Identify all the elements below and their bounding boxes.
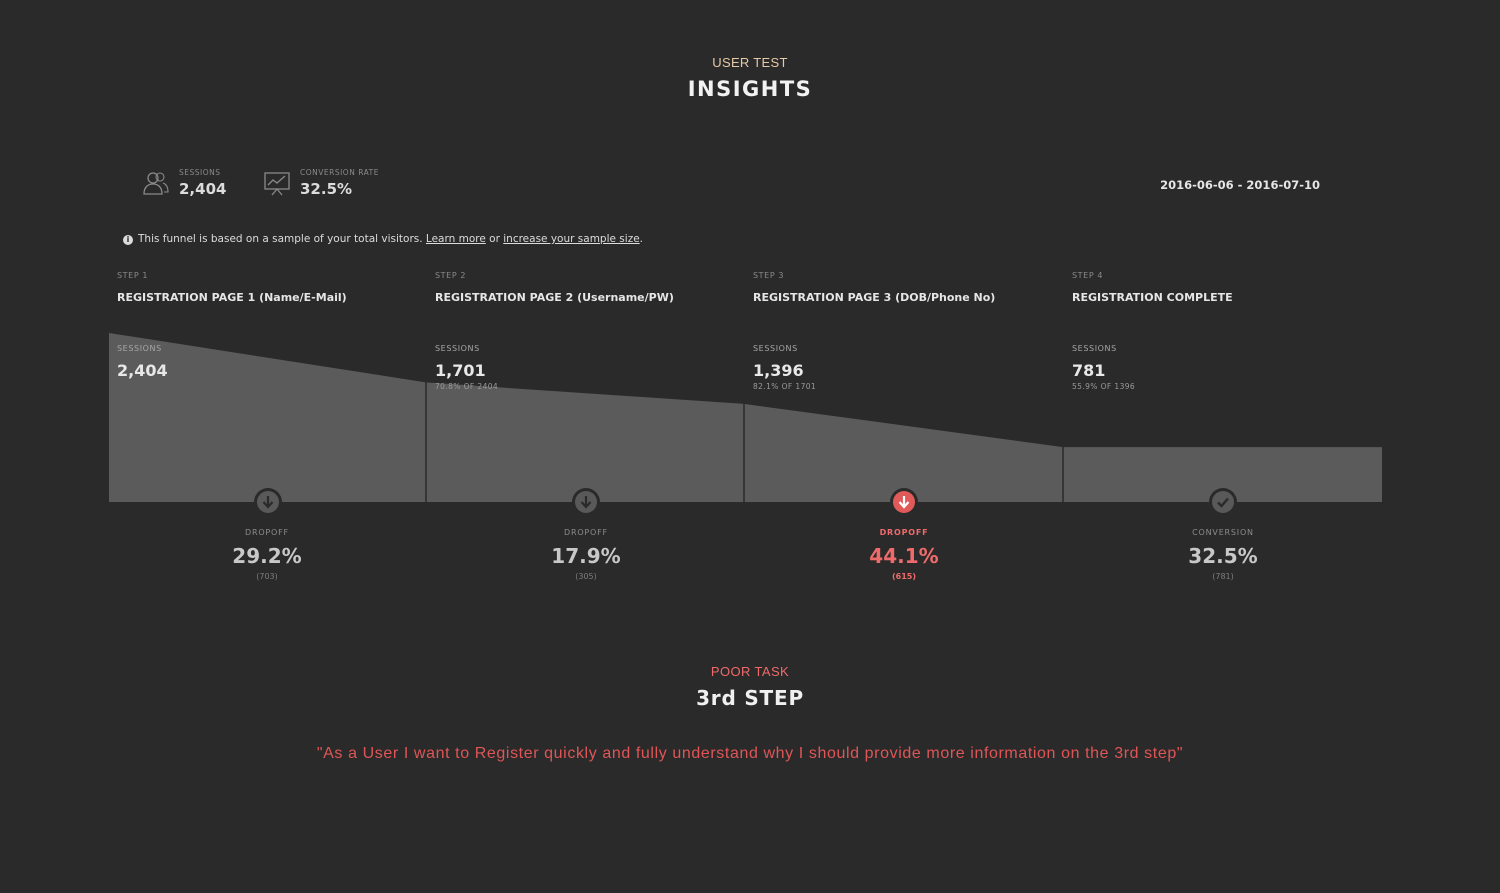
learn-more-link[interactable]: Learn more	[425, 233, 486, 245]
dropoff-percent: 17.9%	[551, 544, 621, 568]
dropoff-badge-2[interactable]	[572, 488, 600, 516]
increase-sample-link[interactable]: increase your sample size	[503, 233, 640, 245]
users-icon	[143, 172, 169, 195]
conversion-label: CONVERSION	[1192, 528, 1254, 537]
page-title: INSIGHTS	[687, 77, 813, 101]
step-number: STEP 2	[435, 271, 467, 280]
sessions-label: SESSIONS	[1072, 344, 1117, 353]
step-name: REGISTRATION PAGE 2 (Username/PW)	[435, 291, 674, 304]
arrow-down-icon	[580, 496, 592, 509]
dropoff-badge-3[interactable]	[890, 488, 918, 516]
sessions-value: 2,404	[179, 180, 227, 198]
dropoff-percent: 44.1%	[869, 544, 939, 568]
dropoff-label: DROPOFF	[245, 528, 289, 537]
sessions-label: SESSIONS	[117, 344, 162, 353]
step-number: STEP 1	[117, 271, 149, 280]
poor-task-label: POOR TASK	[710, 664, 790, 679]
sessions-count: 2,404	[117, 361, 168, 380]
dropoff-label: DROPOFF	[879, 528, 929, 537]
sessions-label: SESSIONS	[435, 344, 480, 353]
dropoff-count: (305)	[575, 572, 597, 581]
sessions-pct-of-prev: 82.1% OF 1701	[753, 382, 817, 391]
user-story-quote: "As a User I want to Register quickly an…	[316, 745, 1184, 762]
sessions-label: SESSIONS	[753, 344, 798, 353]
dropoff-percent: 29.2%	[232, 544, 302, 568]
conversion-metric: CONVERSION RATE 32.5%	[263, 168, 403, 204]
arrow-down-icon	[898, 496, 910, 509]
dropoff-count: (615)	[891, 572, 916, 581]
conversion-value: 32.5%	[300, 180, 353, 198]
conversion-count: (781)	[1212, 572, 1234, 581]
conversion-percent: 32.5%	[1188, 544, 1258, 568]
date-range[interactable]: 2016-06-06 - 2016-07-10	[1160, 178, 1320, 192]
sessions-label: SESSIONS	[179, 168, 221, 177]
presentation-chart-icon	[264, 172, 290, 196]
step-number: STEP 3	[753, 271, 785, 280]
step-name: REGISTRATION PAGE 3 (DOB/Phone No)	[753, 291, 996, 304]
sessions-count: 781	[1072, 361, 1106, 380]
sessions-count: 1,701	[435, 361, 486, 380]
sample-notice: i This funnel is based on a sample of you…	[123, 233, 643, 245]
check-icon	[1217, 497, 1229, 508]
sessions-count: 1,396	[753, 361, 804, 380]
step-name: REGISTRATION COMPLETE	[1072, 291, 1233, 304]
info-icon: i	[123, 235, 133, 245]
conversion-label: CONVERSION RATE	[300, 168, 379, 177]
step-name: REGISTRATION PAGE 1 (Name/E-Mail)	[117, 291, 347, 304]
notice-text: This funnel is based on a sample of your…	[138, 233, 423, 245]
dropoff-label: DROPOFF	[564, 528, 608, 537]
funnel-area	[109, 333, 1382, 502]
conversion-badge[interactable]	[1209, 488, 1237, 516]
step-number: STEP 4	[1072, 271, 1104, 280]
arrow-down-icon	[262, 496, 274, 509]
dropoff-badge-1[interactable]	[254, 488, 282, 516]
dropoff-count: (703)	[256, 572, 278, 581]
poor-task-title: 3rd STEP	[696, 686, 804, 710]
notice-or: or	[489, 233, 500, 245]
sessions-pct-of-prev: 55.9% OF 1396	[1072, 382, 1136, 391]
sessions-pct-of-prev: 70.8% OF 2404	[435, 382, 499, 391]
notice-period: .	[639, 233, 644, 245]
page-eyebrow: USER TEST	[712, 55, 788, 70]
sessions-metric: SESSIONS 2,404	[142, 168, 252, 204]
